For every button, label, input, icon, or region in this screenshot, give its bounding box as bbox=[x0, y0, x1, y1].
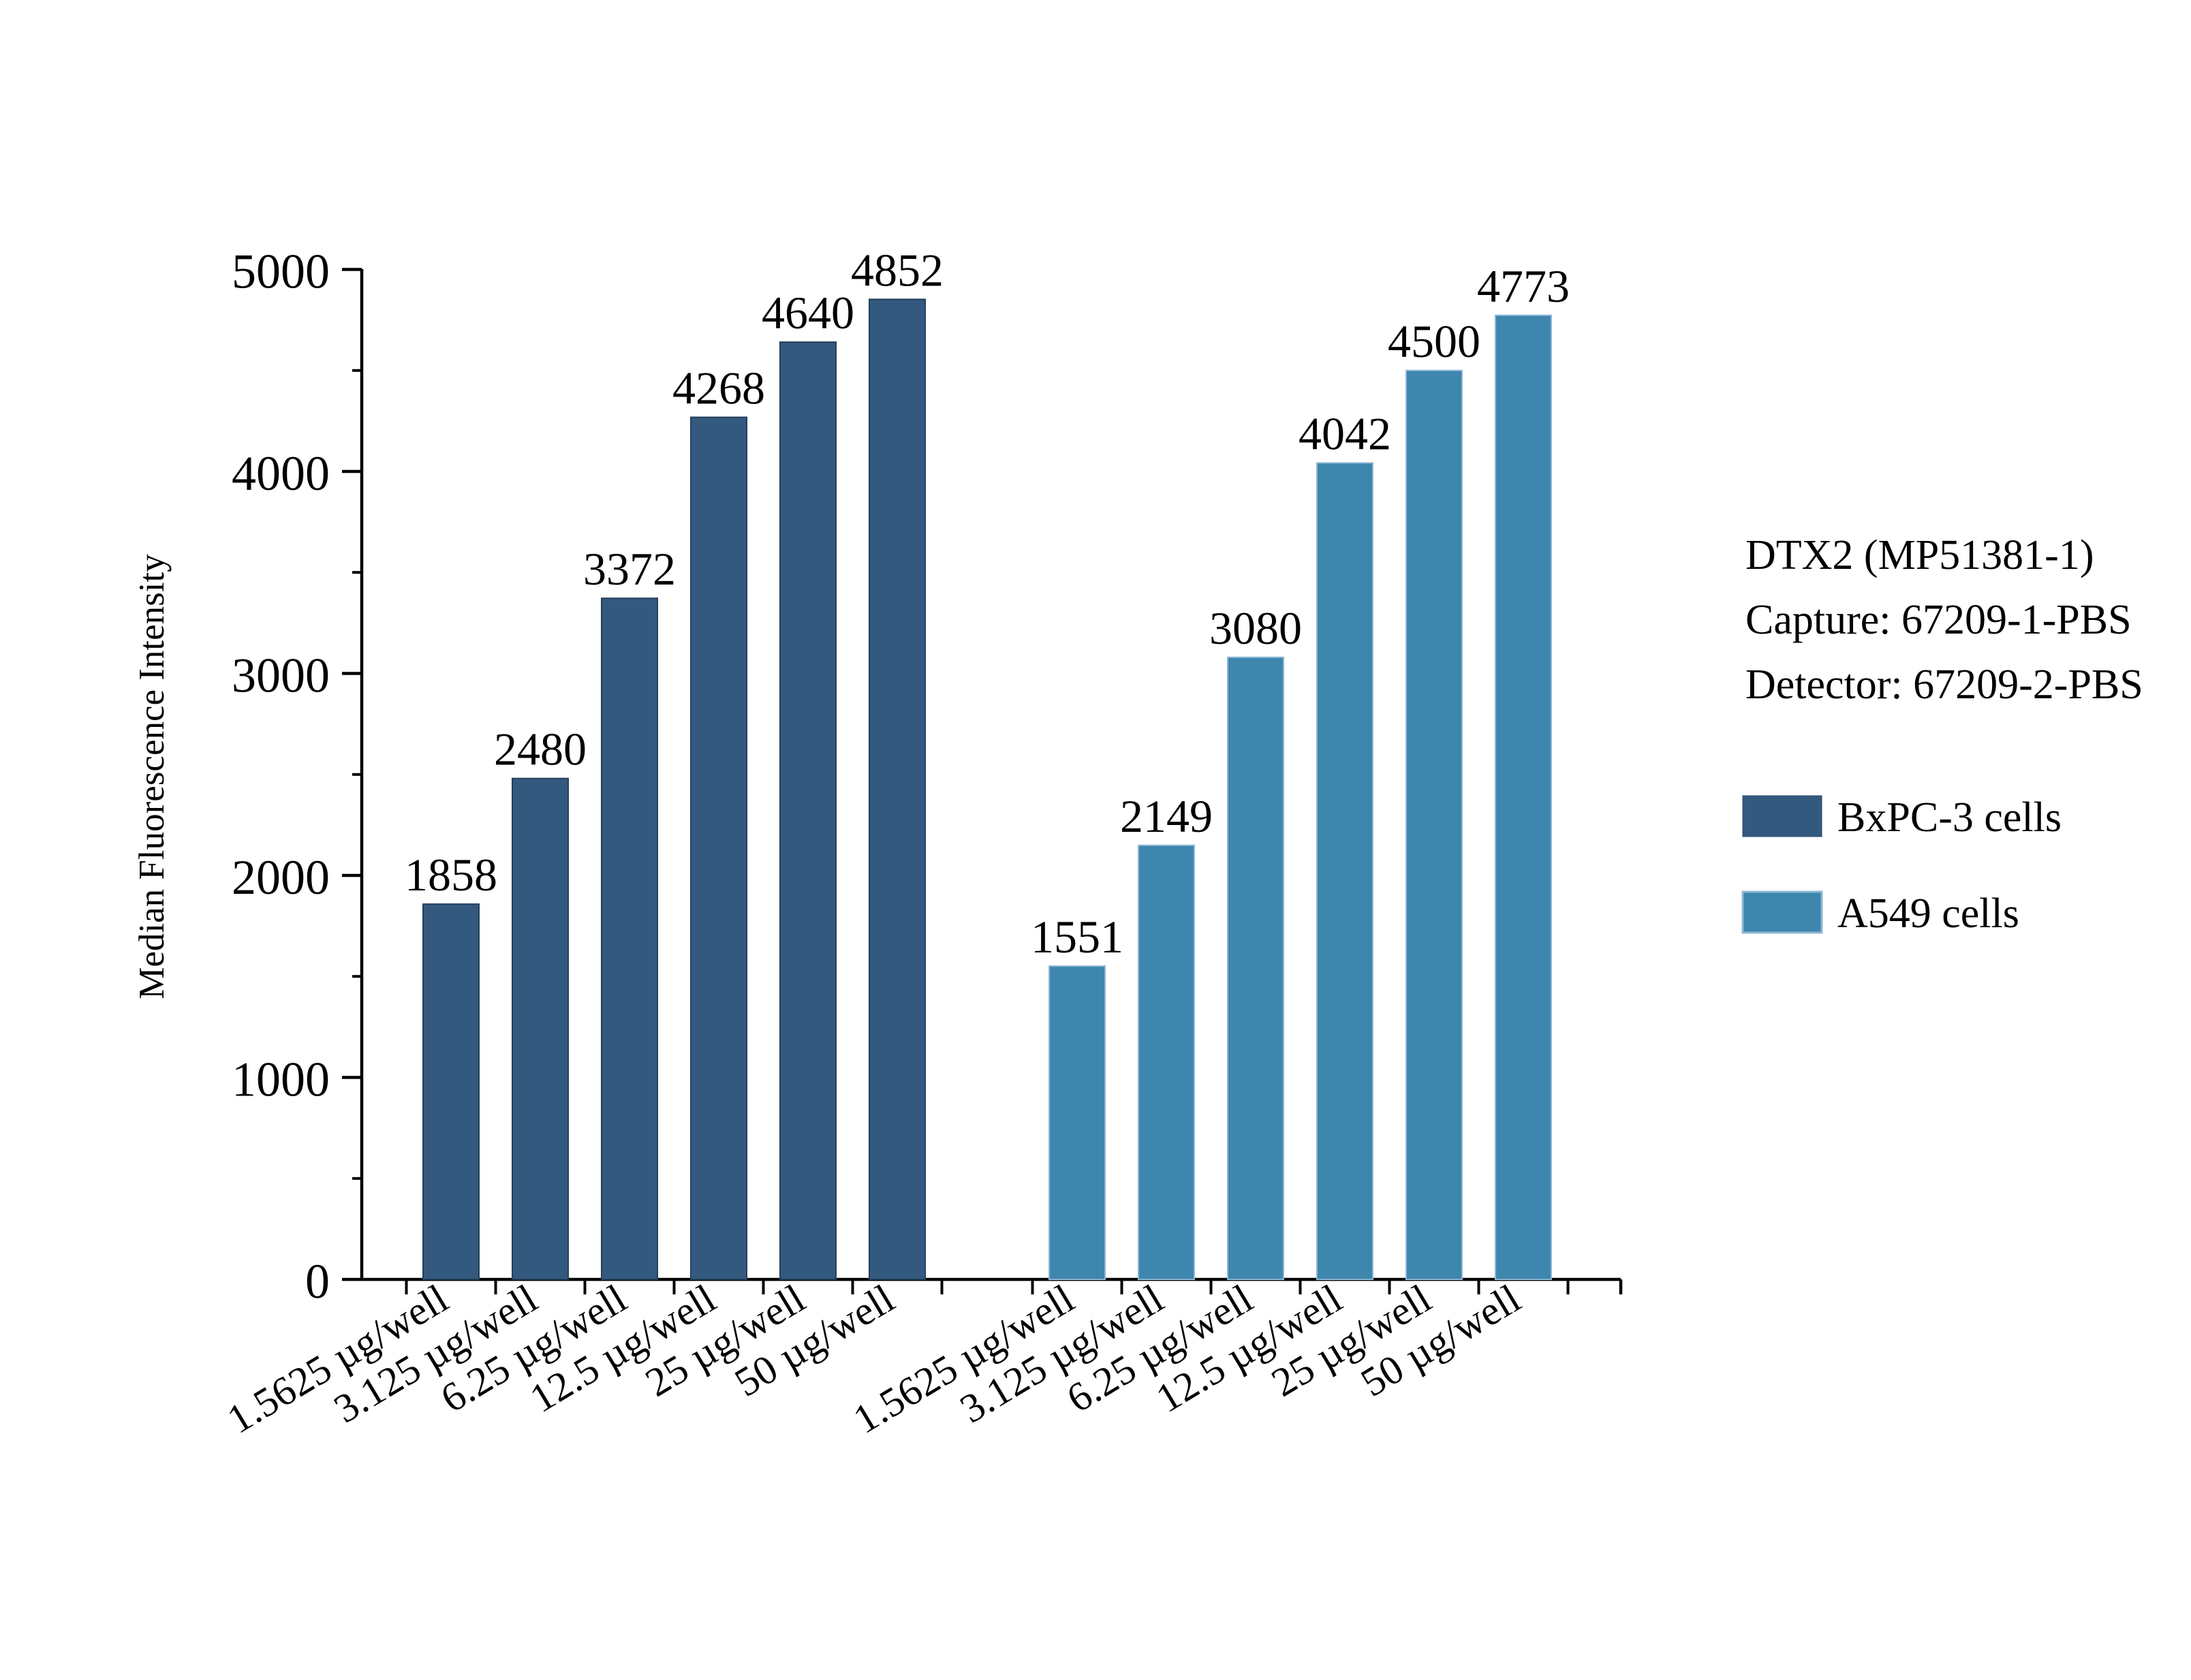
svg-text:2149: 2149 bbox=[1120, 790, 1213, 842]
svg-text:Median Fluorescence Intensity: Median Fluorescence Intensity bbox=[132, 554, 172, 999]
svg-text:4640: 4640 bbox=[762, 287, 854, 339]
svg-text:0: 0 bbox=[305, 1254, 330, 1309]
svg-text:4852: 4852 bbox=[851, 244, 944, 296]
svg-text:1858: 1858 bbox=[405, 849, 497, 901]
svg-text:3000: 3000 bbox=[232, 649, 330, 703]
svg-text:4500: 4500 bbox=[1388, 315, 1480, 367]
svg-text:1000: 1000 bbox=[232, 1053, 330, 1107]
svg-text:5000: 5000 bbox=[232, 245, 330, 299]
svg-text:4042: 4042 bbox=[1299, 408, 1391, 460]
svg-text:2000: 2000 bbox=[232, 850, 330, 905]
svg-text:2480: 2480 bbox=[494, 724, 587, 775]
svg-text:4773: 4773 bbox=[1477, 260, 1570, 312]
svg-text:4268: 4268 bbox=[672, 362, 765, 414]
svg-text:1551: 1551 bbox=[1031, 911, 1123, 963]
svg-text:4000: 4000 bbox=[232, 446, 330, 501]
svg-text:A549 cells: A549 cells bbox=[1837, 890, 2019, 937]
svg-text:Detector: 67209-2-PBS: Detector: 67209-2-PBS bbox=[1745, 662, 2143, 708]
svg-text:BxPC-3 cells: BxPC-3 cells bbox=[1837, 794, 2062, 841]
svg-text:Capture: 67209-1-PBS: Capture: 67209-1-PBS bbox=[1745, 597, 2132, 643]
svg-text:DTX2 (MP51381-1): DTX2 (MP51381-1) bbox=[1745, 532, 2094, 578]
svg-text:3372: 3372 bbox=[583, 543, 676, 595]
svg-text:3080: 3080 bbox=[1209, 602, 1302, 654]
